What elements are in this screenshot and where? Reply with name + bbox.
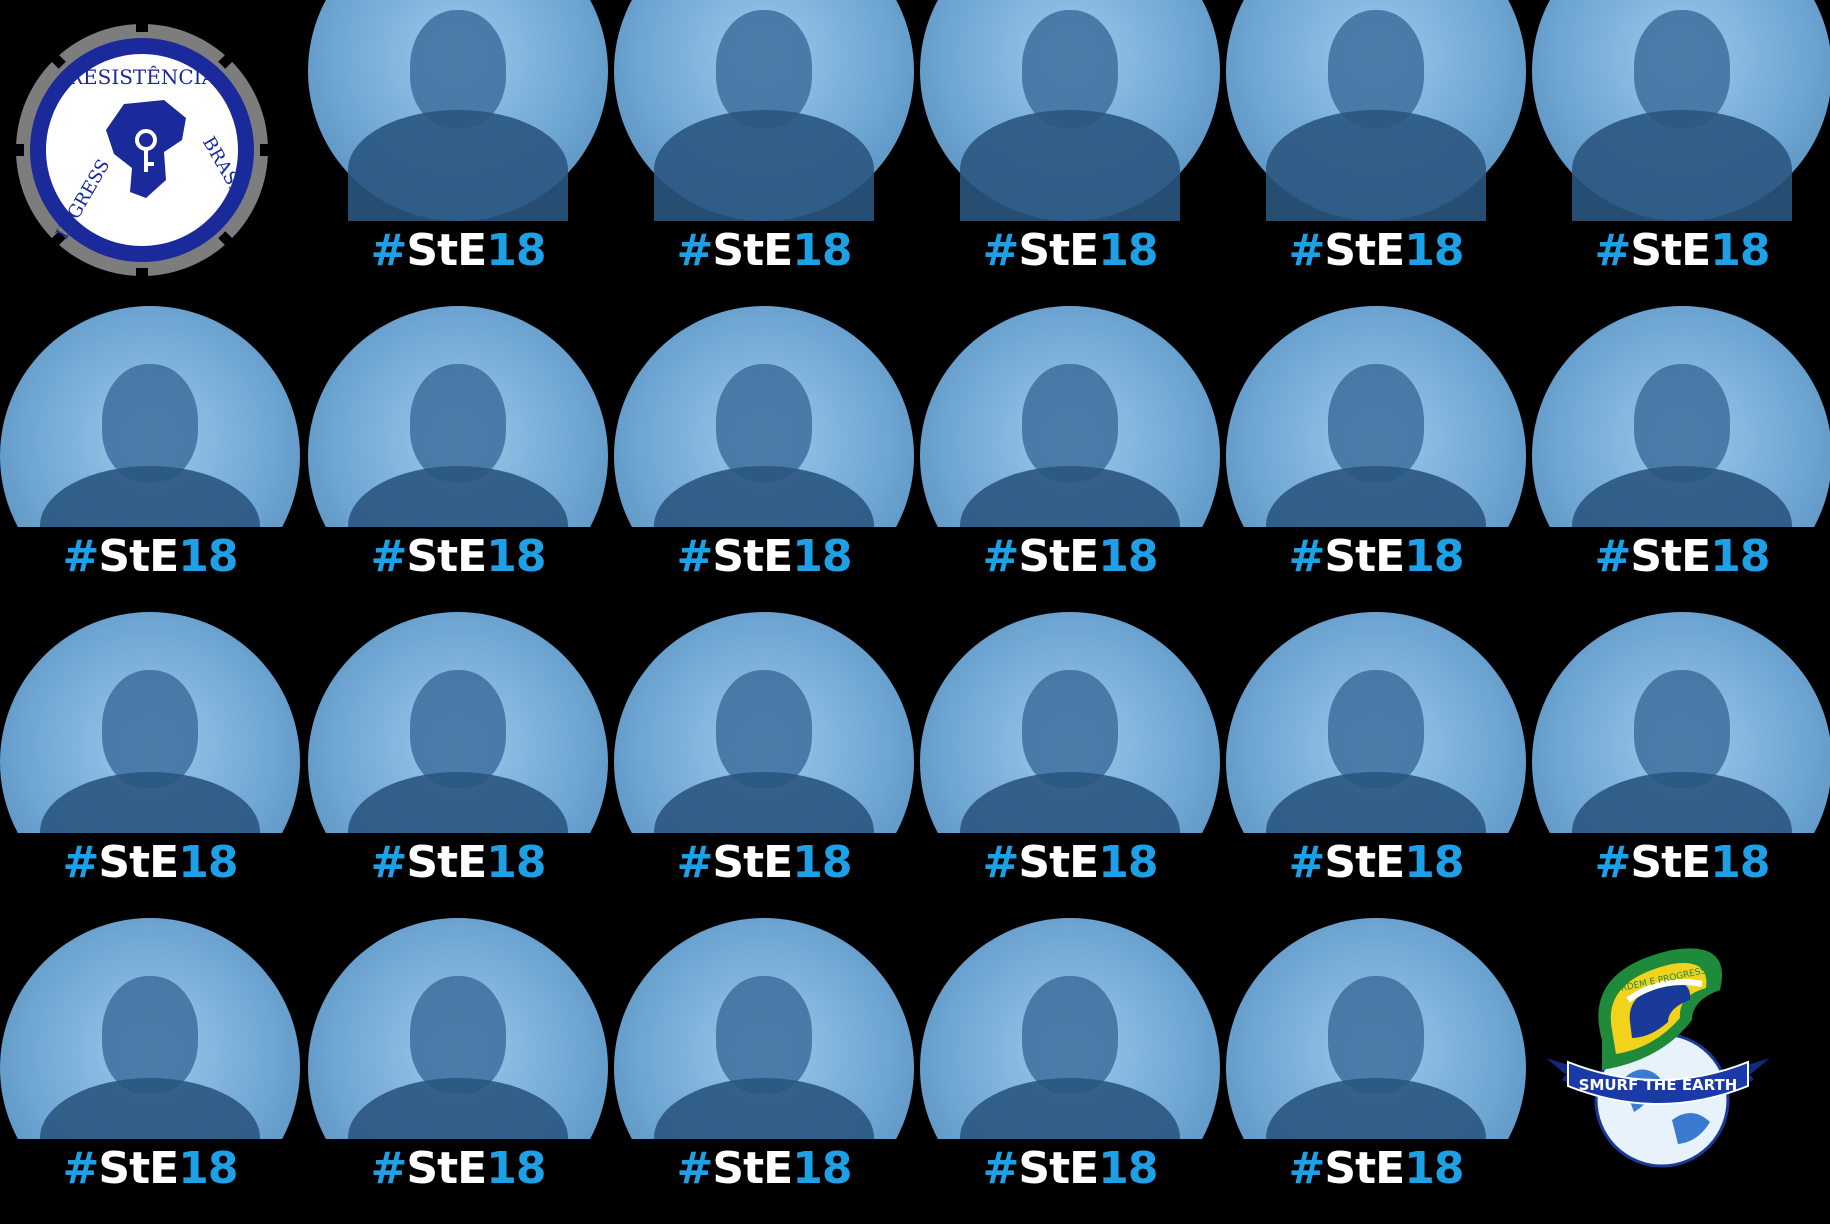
portrait bbox=[614, 0, 914, 221]
portrait bbox=[308, 306, 608, 527]
hashtag: #StE18 bbox=[676, 837, 853, 888]
smurf-the-earth-logo: ORDEM E PROGRESSO SMURF THE EARTH bbox=[1546, 948, 1770, 1168]
agent-card: #StE18 bbox=[1226, 612, 1526, 918]
hashtag: #StE18 bbox=[1594, 531, 1771, 582]
agent-card: #StE18 bbox=[0, 612, 300, 918]
hashtag: #StE18 bbox=[1288, 225, 1465, 276]
agent-card: #StE18 bbox=[1532, 612, 1830, 918]
portrait bbox=[614, 918, 914, 1139]
portrait bbox=[920, 918, 1220, 1139]
portrait bbox=[1532, 0, 1830, 221]
hashtag: #StE18 bbox=[370, 531, 547, 582]
portrait bbox=[1532, 306, 1830, 527]
portrait bbox=[614, 306, 914, 527]
agent-card: #StE18 bbox=[308, 918, 608, 1224]
hashtag: #StE18 bbox=[676, 225, 853, 276]
hashtag: #StE18 bbox=[1288, 837, 1465, 888]
portrait bbox=[1226, 306, 1526, 527]
hashtag: #StE18 bbox=[676, 1143, 853, 1194]
agent-card: #StE18 bbox=[920, 918, 1220, 1224]
agent-card: #StE18 bbox=[920, 612, 1220, 918]
hashtag: #StE18 bbox=[982, 837, 1159, 888]
portrait bbox=[0, 612, 300, 833]
hashtag: #StE18 bbox=[62, 531, 239, 582]
agent-card: #StE18 bbox=[614, 918, 914, 1224]
agent-card: #StE18 bbox=[0, 306, 300, 612]
portrait bbox=[0, 306, 300, 527]
hashtag: #StE18 bbox=[982, 1143, 1159, 1194]
portrait bbox=[614, 612, 914, 833]
hashtag: #StE18 bbox=[676, 531, 853, 582]
agent-card: #StE18 bbox=[0, 918, 300, 1224]
agent-card: #StE18 bbox=[1532, 306, 1830, 612]
agent-card: #StE18 bbox=[920, 306, 1220, 612]
portrait bbox=[920, 306, 1220, 527]
agent-card: #StE18 bbox=[920, 0, 1220, 306]
hashtag: #StE18 bbox=[370, 1143, 547, 1194]
hashtag: #StE18 bbox=[1594, 225, 1771, 276]
agent-card: #StE18 bbox=[308, 0, 608, 306]
brazil-flag-swirl-icon: ORDEM E PROGRESSO bbox=[1598, 948, 1722, 1070]
agent-card: #StE18 bbox=[614, 0, 914, 306]
hashtag: #StE18 bbox=[1288, 1143, 1465, 1194]
ribbon: SMURF THE EARTH bbox=[1546, 1058, 1770, 1105]
hashtag: #StE18 bbox=[62, 837, 239, 888]
portrait bbox=[0, 918, 300, 1139]
portrait bbox=[920, 612, 1220, 833]
agent-card: #StE18 bbox=[308, 306, 608, 612]
agent-card: #StE18 bbox=[614, 306, 914, 612]
portrait bbox=[1532, 612, 1830, 833]
portrait bbox=[308, 918, 608, 1139]
agent-card: #StE18 bbox=[1226, 0, 1526, 306]
portrait bbox=[308, 0, 608, 221]
hashtag: #StE18 bbox=[982, 531, 1159, 582]
logo-top-text: RESISTÊNCIA bbox=[68, 65, 217, 89]
portrait bbox=[1226, 918, 1526, 1139]
hashtag: #StE18 bbox=[1288, 531, 1465, 582]
agent-card: #StE18 bbox=[1532, 0, 1830, 306]
agent-card: #StE18 bbox=[1226, 918, 1526, 1224]
portrait bbox=[920, 0, 1220, 221]
hashtag: #StE18 bbox=[62, 1143, 239, 1194]
hashtag: #StE18 bbox=[370, 837, 547, 888]
agent-card: #StE18 bbox=[1226, 306, 1526, 612]
hashtag: #StE18 bbox=[1594, 837, 1771, 888]
ribbon-text: SMURF THE EARTH bbox=[1579, 1076, 1738, 1094]
portrait bbox=[308, 612, 608, 833]
agent-card: #StE18 bbox=[614, 612, 914, 918]
resistencia-brasil-ingress-logo: RESISTÊNCIA BRASIL INGRESS bbox=[14, 22, 270, 278]
portrait bbox=[1226, 0, 1526, 221]
hashtag: #StE18 bbox=[982, 225, 1159, 276]
agent-card: #StE18 bbox=[308, 612, 608, 918]
portrait bbox=[1226, 612, 1526, 833]
hashtag: #StE18 bbox=[370, 225, 547, 276]
